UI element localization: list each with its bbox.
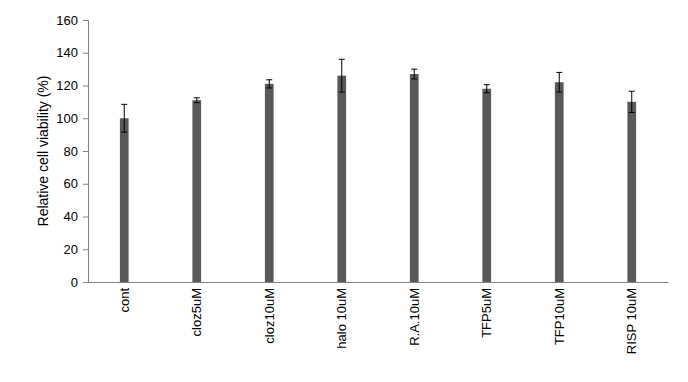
error-cap <box>121 104 127 105</box>
error-bar <box>121 104 127 132</box>
error-cap <box>266 79 272 80</box>
error-bar <box>629 91 635 112</box>
y-tick: 120 <box>56 78 88 93</box>
x-tick: cont <box>117 282 132 313</box>
y-axis: 0 20 40 60 80 100 120 140 160 <box>56 13 88 290</box>
bar <box>192 100 201 282</box>
error-stem <box>559 72 560 92</box>
y-tick: 100 <box>56 111 88 126</box>
error-bar <box>194 98 200 103</box>
bar <box>265 84 274 282</box>
bar <box>337 76 346 282</box>
x-tick: RISP 10uM <box>624 282 639 354</box>
error-cap <box>411 69 417 70</box>
x-axis: cont cloz5uM cloz10uM halo 10uM R.A.10uM TFP5… <box>89 282 669 354</box>
y-tick-label: 40 <box>64 209 78 224</box>
x-tick-label: TFP5uM <box>479 288 494 338</box>
y-tick-label: 80 <box>64 144 78 159</box>
bar <box>410 74 419 282</box>
y-axis-line <box>83 21 89 283</box>
y-tick-mark <box>83 184 88 185</box>
y-tick-label: 140 <box>56 45 78 60</box>
x-tick-label: cont <box>117 288 132 313</box>
y-tick-mark <box>83 217 88 218</box>
plot: 0 20 40 60 80 100 120 140 160 cont cloz5uM cloz10uM… <box>56 13 668 355</box>
error-cap <box>556 72 562 73</box>
error-stem <box>196 98 197 103</box>
y-tick-label: 0 <box>71 275 78 290</box>
y-tick-label: 100 <box>56 111 78 126</box>
x-tick-label: halo 10uM <box>334 288 349 349</box>
error-cap <box>484 92 490 93</box>
error-stem <box>269 80 270 88</box>
bar <box>482 89 491 282</box>
bar <box>120 118 129 282</box>
y-tick-mark <box>83 20 88 21</box>
error-bar <box>266 80 272 88</box>
error-cap <box>266 87 272 88</box>
bar <box>627 102 636 282</box>
error-bar <box>339 59 345 92</box>
bar <box>555 82 564 282</box>
error-cap <box>411 78 417 79</box>
y-tick: 80 <box>64 144 88 159</box>
error-cap <box>121 132 127 133</box>
error-cap <box>484 84 490 85</box>
x-tick: TFP10uM <box>552 282 567 345</box>
error-cap <box>194 97 200 98</box>
y-tick-label: 160 <box>56 13 78 28</box>
x-tick: TFP5uM <box>479 282 494 338</box>
error-bar <box>484 85 490 93</box>
y-tick-mark <box>83 53 88 54</box>
error-stem <box>341 59 342 92</box>
x-tick-label: R.A.10uM <box>407 288 422 346</box>
error-cap <box>629 112 635 113</box>
x-tick: R.A.10uM <box>407 282 422 346</box>
error-stem <box>414 69 415 79</box>
y-tick: 140 <box>56 45 88 60</box>
error-bar <box>556 72 562 92</box>
y-tick: 60 <box>64 176 88 191</box>
y-tick-mark <box>83 86 88 87</box>
chart: 0 20 40 60 80 100 120 140 160 cont cloz5uM cloz10uM… <box>0 0 688 382</box>
y-tick-label: 120 <box>56 78 78 93</box>
y-tick: 20 <box>64 242 88 257</box>
error-cap <box>194 102 200 103</box>
y-tick: 0 <box>71 275 88 290</box>
x-tick: cloz5uM <box>189 282 204 336</box>
y-tick: 160 <box>56 13 88 28</box>
y-tick-mark <box>83 151 88 152</box>
x-tick-label: RISP 10uM <box>624 288 639 354</box>
error-stem <box>124 104 125 132</box>
error-bar <box>411 69 417 79</box>
x-tick-label: cloz5uM <box>189 288 204 336</box>
x-tick: halo 10uM <box>334 282 349 349</box>
y-axis-title: Relative cell viability (%) <box>35 76 51 227</box>
error-stem <box>631 91 632 112</box>
x-tick-label: TFP10uM <box>552 288 567 345</box>
x-tick-label: cloz10uM <box>262 288 277 344</box>
y-tick-mark <box>83 118 88 119</box>
y-tick-mark <box>83 249 88 250</box>
error-stem <box>486 85 487 93</box>
error-cap <box>339 59 345 60</box>
bars <box>120 59 636 282</box>
y-tick-label: 60 <box>64 176 78 191</box>
error-cap <box>629 91 635 92</box>
y-tick-label: 20 <box>64 242 78 257</box>
error-cap <box>556 92 562 93</box>
y-tick: 40 <box>64 209 88 224</box>
y-tick-mark <box>83 282 88 283</box>
x-tick: cloz10uM <box>262 282 277 344</box>
x-axis-line <box>89 282 669 283</box>
error-cap <box>339 92 345 93</box>
